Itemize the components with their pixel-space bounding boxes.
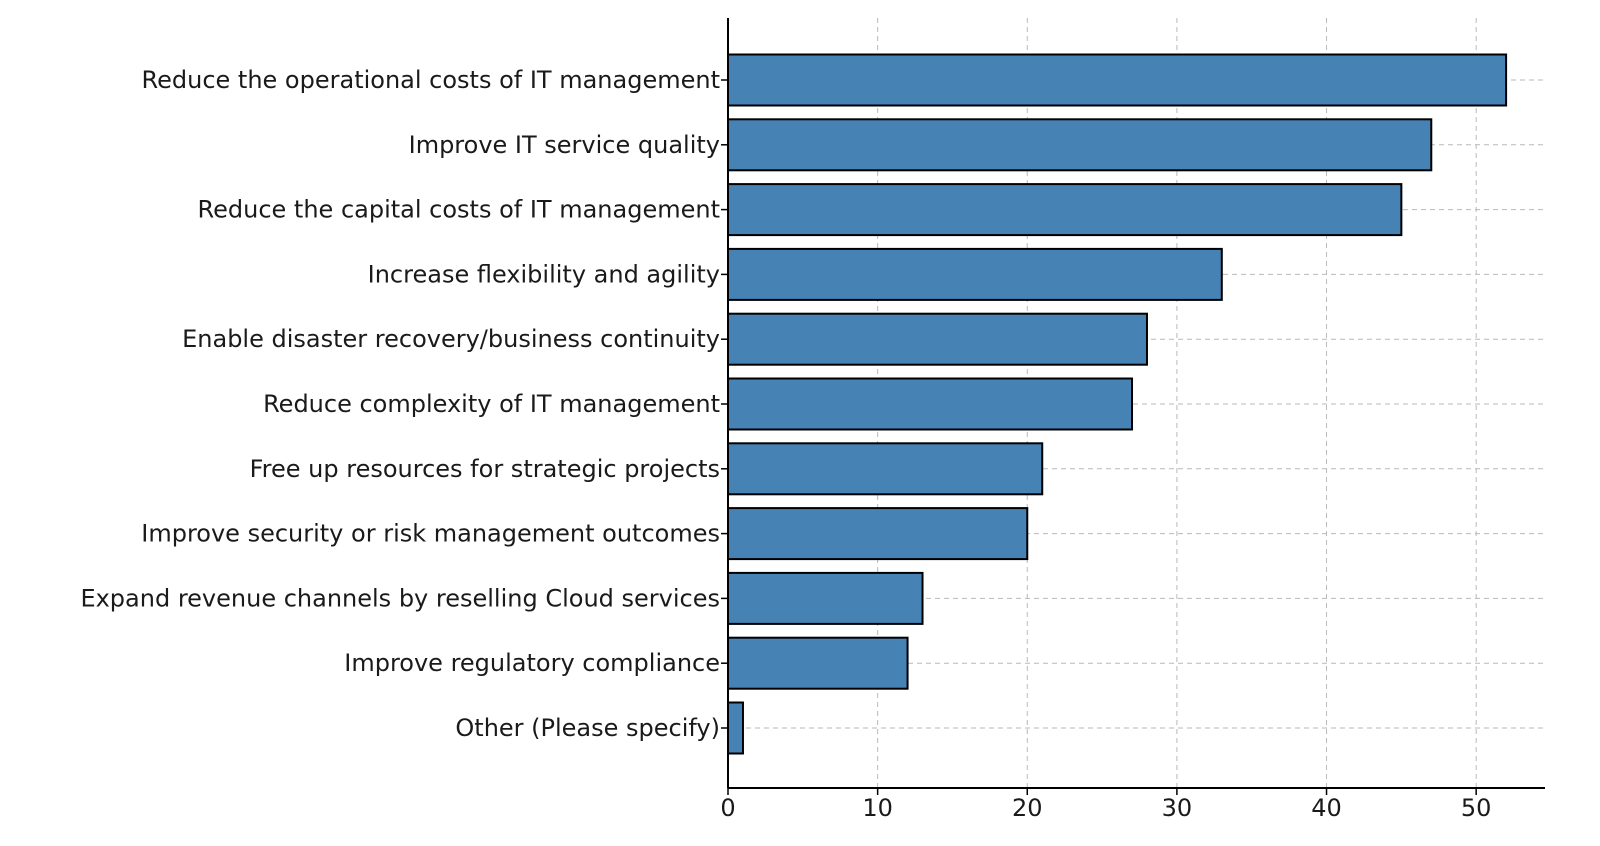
bar	[727, 53, 1508, 107]
category-label: Increase flexibility and agility	[368, 260, 720, 288]
category-label: Reduce the operational costs of IT manag…	[142, 66, 720, 94]
x-tick-label: 0	[720, 794, 735, 822]
x-tick-label: 30	[1162, 794, 1193, 822]
bar	[727, 247, 1223, 301]
bar	[727, 312, 1148, 366]
category-labels: Reduce the operational costs of IT manag…	[80, 66, 720, 742]
x-tick-labels: 0 10 20 30 40 50	[720, 794, 1491, 822]
bar	[727, 442, 1044, 496]
category-label: Improve IT service quality	[409, 131, 720, 159]
bar	[727, 507, 1029, 561]
category-label: Enable disaster recovery/business contin…	[182, 325, 720, 353]
bar	[727, 183, 1403, 237]
x-tick-label: 40	[1311, 794, 1342, 822]
x-tick-label: 20	[1012, 794, 1043, 822]
axes	[721, 18, 1545, 795]
category-label: Free up resources for strategic projects	[250, 455, 720, 483]
category-label: Improve regulatory compliance	[344, 649, 720, 677]
bar	[727, 701, 744, 755]
category-label: Expand revenue channels by reselling Clo…	[80, 584, 720, 612]
x-tick-label: 50	[1461, 794, 1492, 822]
category-label: Reduce complexity of IT management	[263, 390, 720, 418]
bar	[727, 636, 909, 690]
bars	[727, 53, 1508, 755]
category-label: Other (Please specify)	[455, 714, 720, 742]
bar	[727, 571, 924, 625]
category-label: Improve security or risk management outc…	[141, 520, 720, 548]
x-tick-label: 10	[862, 794, 893, 822]
bar	[727, 118, 1433, 172]
bar	[727, 377, 1134, 431]
category-label: Reduce the capital costs of IT managemen…	[198, 196, 720, 224]
